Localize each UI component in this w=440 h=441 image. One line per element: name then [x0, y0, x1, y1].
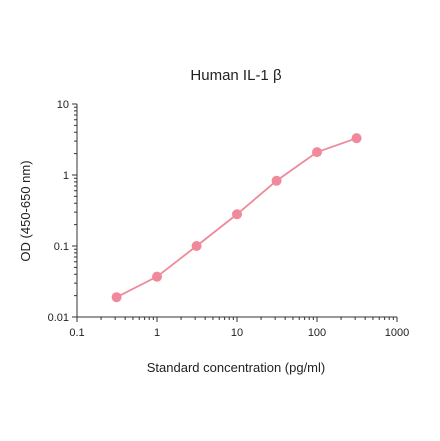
data-point: [351, 133, 362, 144]
chart-title: Human IL-1 β: [190, 67, 282, 84]
x-tick-label: 0.1: [69, 327, 84, 339]
y-tick-label: 10: [57, 99, 69, 111]
y-tick-label: 1: [63, 170, 69, 182]
y-tick-label: 0.1: [54, 241, 69, 253]
data-point: [232, 209, 242, 220]
x-axis-label: Standard concentration (pg/ml): [147, 360, 325, 375]
data-point: [271, 175, 282, 186]
data-point: [152, 271, 162, 282]
y-axis-label: OD (450-650 nm): [18, 160, 33, 261]
x-tick-label: 1: [154, 327, 160, 339]
x-tick-label: 10: [231, 327, 243, 339]
x-tick-label: 1000: [385, 327, 409, 339]
series-group: [111, 133, 362, 303]
data-point: [191, 241, 202, 251]
x-tick-label: 100: [308, 327, 326, 339]
y-tick-label: 0.01: [48, 312, 69, 324]
data-point: [111, 292, 122, 303]
data-point: [312, 147, 322, 158]
